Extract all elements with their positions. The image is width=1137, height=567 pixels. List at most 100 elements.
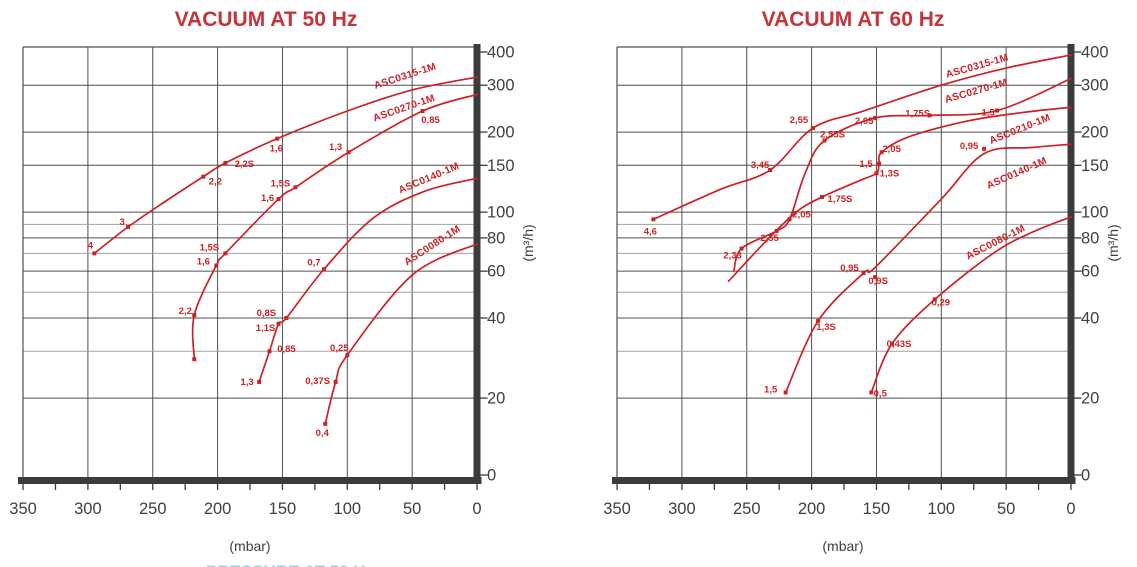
y-tick-label: 60	[487, 263, 505, 281]
curve-ASC0270-1M	[191, 93, 478, 361]
point-marker	[874, 171, 879, 176]
y-axis-bar	[1067, 44, 1075, 483]
point-marker	[345, 353, 350, 358]
point-marker	[873, 115, 878, 120]
y-tick-label: 40	[487, 310, 505, 328]
x-tick-label: 150	[863, 500, 891, 518]
point-marker	[768, 168, 773, 173]
x-tick-label: 100	[334, 500, 362, 518]
point-marker	[932, 297, 937, 302]
point-marker	[816, 318, 821, 323]
point-marker	[869, 390, 874, 395]
y-tick-label: 100	[1081, 204, 1109, 222]
point-marker	[739, 246, 744, 251]
y-tick-label: 300	[487, 77, 515, 95]
curve-name-label: ASC0315-1M	[373, 61, 438, 91]
y-tick-label: 150	[487, 157, 515, 175]
point-marker	[223, 161, 228, 166]
point-marker	[192, 357, 197, 362]
y-tick-label: 150	[1081, 157, 1109, 175]
power-label: 0,85	[277, 344, 296, 355]
x-axis-caption-50hz: (mbar)	[229, 538, 270, 554]
power-label: 1,75S	[905, 108, 930, 119]
point-marker	[223, 251, 228, 256]
point-marker	[192, 313, 197, 318]
power-label: 4,6	[644, 226, 657, 237]
power-label: 2,55S	[820, 129, 845, 140]
y-tick-label: 300	[1081, 77, 1109, 95]
x-tick-label: 200	[204, 500, 232, 518]
curve-name-label: ASC0140-1M	[397, 161, 461, 196]
y-tick-label: 60	[1081, 263, 1099, 281]
point-marker	[819, 195, 824, 200]
curve-name-label: ASC0140-1M	[985, 156, 1049, 192]
point-marker	[873, 275, 878, 280]
power-label: 0,7	[307, 257, 320, 268]
power-label: 2,2	[209, 177, 222, 188]
point-marker	[275, 136, 280, 141]
x-axis-caption-60hz: (mbar)	[822, 538, 863, 554]
curve-ASC0080-1M	[324, 243, 478, 425]
power-label: 1,5	[859, 159, 873, 170]
power-label: 1,6	[197, 257, 210, 268]
point-marker	[822, 138, 827, 143]
power-label: 2,05	[882, 144, 901, 155]
power-label: 3,45	[751, 160, 770, 171]
y-tick-label: 400	[487, 44, 515, 62]
point-marker	[293, 185, 298, 190]
chart-title-50hz: VACUUM AT 50 Hz	[175, 8, 358, 31]
power-label: 1,5S	[271, 178, 291, 189]
x-tick-label: 350	[603, 500, 631, 518]
point-marker	[861, 271, 866, 276]
power-label: 4	[88, 240, 94, 251]
y-tick-label: 20	[1081, 390, 1099, 408]
power-label: 0,4	[316, 428, 330, 439]
x-tick-label: 0	[472, 500, 481, 518]
point-marker	[214, 263, 219, 268]
power-label: 1,75S	[828, 194, 853, 205]
power-label: 2,05	[792, 209, 811, 220]
power-label: 2,2S	[235, 159, 255, 170]
point-marker	[92, 251, 97, 256]
power-label: 1,3	[240, 377, 253, 388]
x-tick-label: 100	[928, 500, 956, 518]
power-label: 0,25	[330, 343, 349, 354]
curve-ASC0315-1M	[93, 76, 478, 255]
cut-off-next-title: PRESSURE AT 50 Hz	[206, 562, 374, 567]
power-label: 1,6	[270, 144, 283, 155]
power-label: 0,5	[874, 388, 888, 399]
point-marker	[783, 390, 788, 395]
y-tick-label: 20	[487, 390, 505, 408]
x-tick-label: 0	[1066, 500, 1075, 518]
power-label: 2,05	[855, 116, 874, 127]
chart-50hz: 350 300 250 200 150 100 50 04003002001501008060…	[9, 44, 514, 519]
point-marker	[257, 379, 262, 384]
x-tick-label: 350	[9, 500, 37, 518]
y-tick-label: 0	[1081, 467, 1090, 485]
x-tick-label: 50	[997, 500, 1015, 518]
point-marker	[420, 109, 425, 114]
point-marker	[810, 126, 815, 131]
power-label: 0,43S	[887, 339, 912, 350]
power-label: 1,5	[764, 384, 778, 395]
x-tick-label: 250	[139, 500, 167, 518]
x-tick-label: 150	[269, 500, 297, 518]
y-tick-label: 200	[1081, 124, 1109, 142]
curve-name-label: ASC0080-1M	[965, 223, 1028, 262]
chart-title-60hz: VACUUM AT 60 Hz	[762, 8, 945, 31]
point-marker	[346, 150, 351, 155]
point-marker	[877, 161, 882, 166]
power-label: 3	[119, 217, 124, 228]
curve-name-label: ASC0315-1M	[945, 52, 1010, 80]
y-axis-caption-50hz: (m³/h)	[520, 224, 536, 261]
point-marker	[276, 321, 281, 326]
point-marker	[267, 349, 272, 354]
curve-ASC0315-1M	[652, 54, 1072, 221]
y-tick-label: 80	[1081, 229, 1099, 247]
point-marker	[276, 197, 281, 202]
point-marker	[333, 379, 338, 384]
point-marker	[890, 341, 895, 346]
y-tick-label: 40	[1081, 310, 1099, 328]
x-tick-label: 300	[668, 500, 696, 518]
